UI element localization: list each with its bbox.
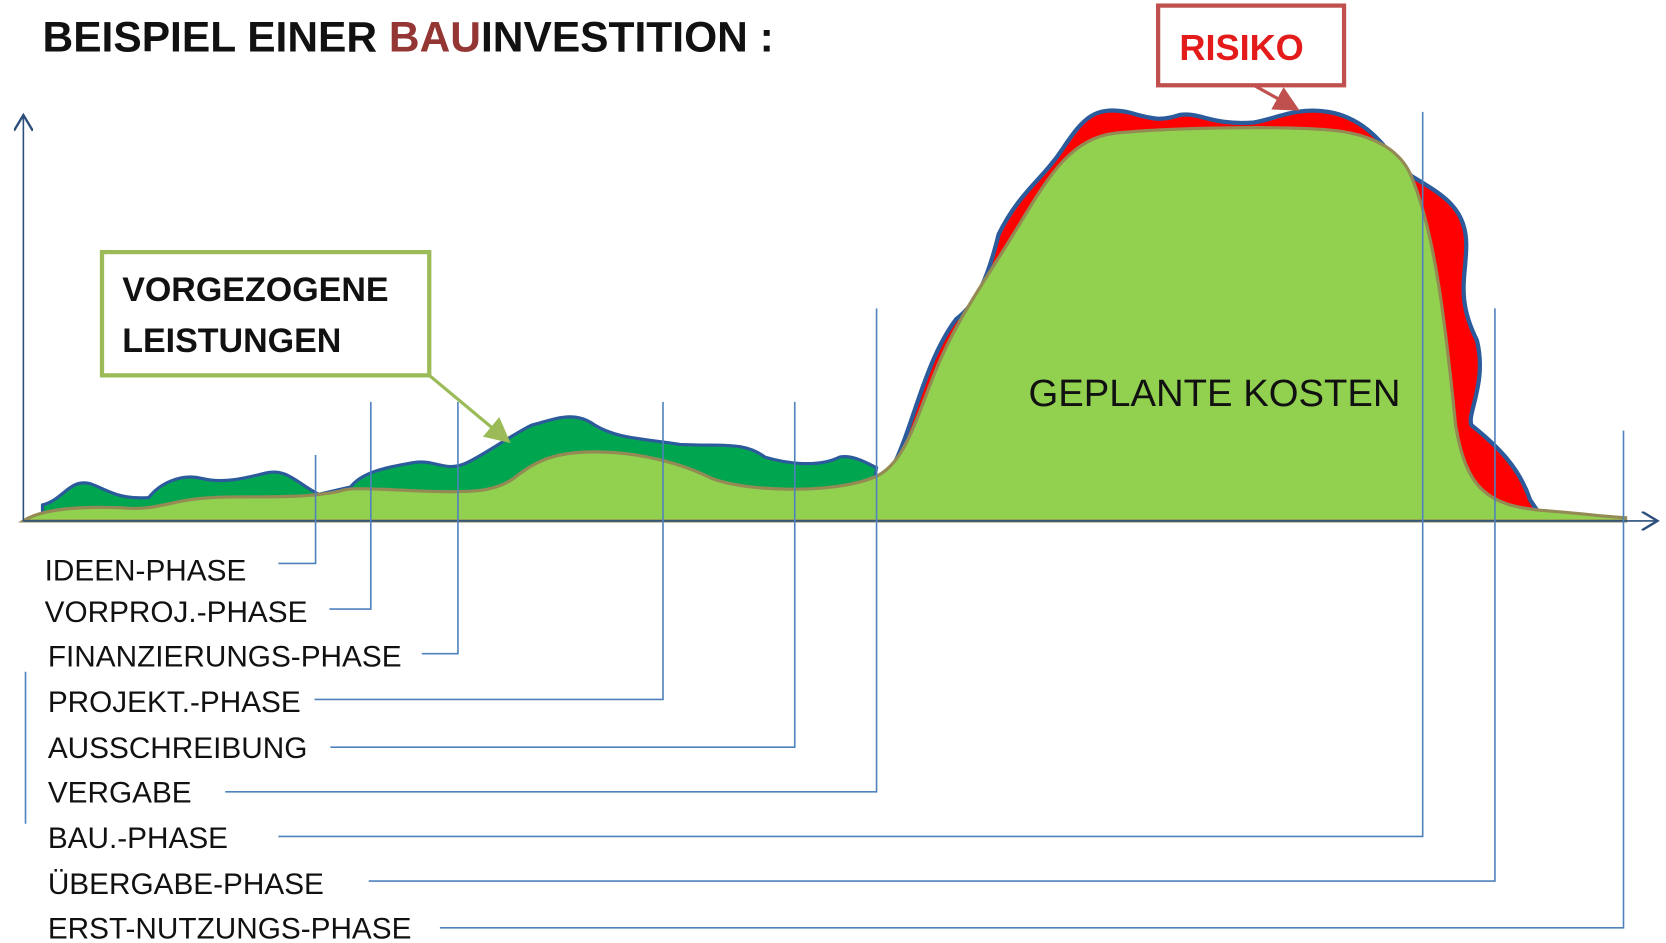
phase-connector: [314, 401, 664, 701]
risk-callout: [1156, 3, 1347, 88]
title: BEISPIEL EINER BAUINVESTITION :: [43, 14, 774, 61]
phase-connector: [421, 401, 459, 655]
callout-arrow: [1252, 83, 1300, 111]
phase-label: PROJEKT.-PHASE: [48, 686, 301, 719]
title-part: INVESTITION :: [481, 14, 774, 61]
phase-label: BAU.-PHASE: [48, 822, 228, 855]
phase-list: IDEEN-PHASE VORPROJ.-PHASE FINANZIERUNGS-P…: [45, 111, 1625, 943]
phase-connector: [278, 111, 1424, 838]
phase-connector: [329, 401, 372, 610]
phase-label: VORPROJ.-PHASE: [45, 596, 308, 629]
phase-label: FINANZIERUNGS-PHASE: [48, 640, 402, 673]
phase-connector: [278, 455, 317, 565]
planned-cost-area: [18, 126, 1628, 523]
callout-text: RISIKO: [1179, 27, 1303, 68]
callout-text: VORGEZOGENE: [122, 271, 388, 309]
phase-label: IDEEN-PHASE: [45, 554, 247, 587]
phase-label: AUSSCHREIBUNG: [48, 732, 308, 765]
phase-label: ÜBERGABE-PHASE: [48, 868, 324, 901]
callout-arrow: [428, 374, 511, 444]
phase-connector: [439, 430, 1625, 929]
phase-connector: [368, 308, 1496, 882]
advance-callout: [99, 249, 432, 378]
title-part: BEISPIEL EINER: [43, 14, 389, 61]
phase-connector: [225, 308, 878, 793]
callout-text: LEISTUNGEN: [122, 322, 341, 360]
area-label: GEPLANTE KOSTEN: [1029, 372, 1401, 415]
phase-label: ERST-NUTZUNGS-PHASE: [48, 912, 412, 943]
phase-connector: [330, 401, 796, 749]
phase-label: VERGABE: [48, 776, 192, 809]
title-highlight: BAU: [389, 14, 481, 61]
